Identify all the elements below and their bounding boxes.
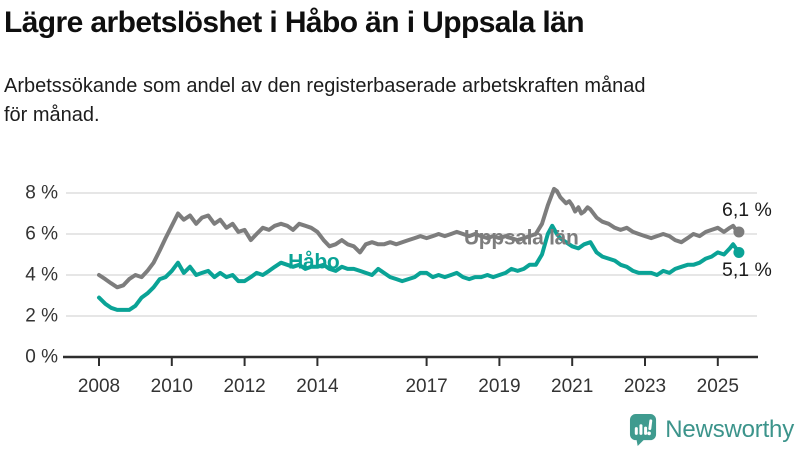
series-line-habo [97,223,741,312]
subtitle-line-1: Arbetssökande som andel av den registerb… [4,75,646,97]
subtitle: Arbetssökande som andel av den registerb… [4,72,794,130]
y-tick-label: 6 % [25,224,58,245]
x-tick-label: 2017 [405,376,447,397]
logo-exclamation [647,419,653,436]
newsworthy-logo-text: Newsworthy [665,416,794,443]
series-line-uppsala-lan [97,186,741,290]
y-tick-label: 2 % [25,306,58,327]
x-tick-label: 2010 [151,376,193,397]
x-tick-label: 2019 [478,376,520,397]
x-tick-label: 2008 [78,376,120,397]
x-tick-label: 2023 [624,376,666,397]
x-tick-label: 2025 [697,376,739,397]
y-tick-label: 0 % [25,347,58,368]
series-label-habo: Håbo [288,251,339,274]
x-tick-label: 2014 [296,376,339,397]
x-tick-label: 2012 [223,376,265,397]
series-label-uppsala-lan: Uppsala län [464,227,579,250]
y-tick-label: 4 % [25,265,58,286]
end-value-label-habo: 5,1 % [722,259,772,281]
logo-bar-3 [644,426,648,435]
newsworthy-logo[interactable]: Newsworthy [629,413,794,447]
series-end-dot-uppsala-lan [733,226,745,238]
page-title: Lägre arbetslöshet i Håbo än i Uppsala l… [4,6,585,39]
subtitle-line-2: för månad. [4,104,100,126]
logo-bar-1 [635,427,639,435]
series-end-dot-habo [733,246,745,258]
y-tick-label: 8 % [25,183,58,204]
newsworthy-logo-icon [630,414,657,446]
end-value-label-uppsala-lan: 6,1 % [722,199,772,221]
logo-bar-2 [639,424,643,435]
x-tick-label: 2021 [551,376,593,397]
